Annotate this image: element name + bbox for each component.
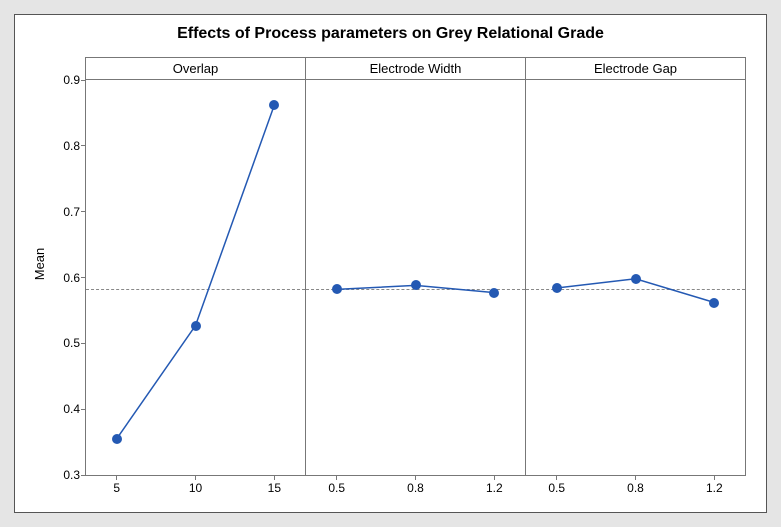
- panel-header: Overlap: [85, 57, 306, 79]
- x-tick-label: 15: [268, 481, 281, 495]
- series-svg: [86, 80, 305, 475]
- y-axis-label: Mean: [32, 247, 47, 280]
- series-line: [117, 105, 275, 439]
- x-tick-mark: [274, 475, 275, 480]
- panel: 0.30.40.50.60.70.80.951015: [86, 80, 305, 475]
- data-point-marker: [489, 288, 499, 298]
- y-tick-label: 0.5: [63, 336, 80, 350]
- x-tick-mark: [494, 475, 495, 480]
- x-tick-mark: [415, 475, 416, 480]
- data-point-marker: [112, 434, 122, 444]
- x-tick-label: 0.5: [328, 481, 345, 495]
- y-tick-label: 0.4: [63, 402, 80, 416]
- chart-outer-frame: Effects of Process parameters on Grey Re…: [0, 0, 781, 527]
- x-tick-mark: [195, 475, 196, 480]
- data-point-marker: [631, 274, 641, 284]
- panel-header: Electrode Width: [306, 57, 526, 79]
- data-point-marker: [332, 284, 342, 294]
- y-tick-label: 0.8: [63, 139, 80, 153]
- x-tick-mark: [556, 475, 557, 480]
- y-tick-label: 0.9: [63, 73, 80, 87]
- x-tick-label: 1.2: [486, 481, 503, 495]
- x-tick-label: 10: [189, 481, 202, 495]
- x-tick-label: 0.5: [548, 481, 565, 495]
- x-tick-label: 1.2: [706, 481, 723, 495]
- x-tick-mark: [116, 475, 117, 480]
- panels-container: 0.30.40.50.60.70.80.9510150.50.81.20.50.…: [85, 79, 746, 476]
- panel-header-row: OverlapElectrode WidthElectrode Gap: [85, 57, 746, 79]
- data-point-marker: [411, 280, 421, 290]
- y-tick-label: 0.3: [63, 468, 80, 482]
- panel-header: Electrode Gap: [526, 57, 746, 79]
- data-point-marker: [552, 283, 562, 293]
- y-tick-label: 0.6: [63, 271, 80, 285]
- x-tick-label: 0.8: [627, 481, 644, 495]
- panel: 0.50.81.2: [305, 80, 525, 475]
- x-tick-mark: [336, 475, 337, 480]
- y-tick-label: 0.7: [63, 205, 80, 219]
- x-tick-mark: [635, 475, 636, 480]
- x-tick-label: 0.8: [407, 481, 424, 495]
- x-tick-mark: [714, 475, 715, 480]
- plot-area: OverlapElectrode WidthElectrode Gap 0.30…: [85, 57, 746, 476]
- series-svg: [306, 80, 525, 475]
- panel: 0.50.81.2: [525, 80, 745, 475]
- chart-title: Effects of Process parameters on Grey Re…: [15, 25, 766, 43]
- data-point-marker: [191, 321, 201, 331]
- chart-inner-frame: Effects of Process parameters on Grey Re…: [14, 14, 767, 513]
- x-tick-label: 5: [113, 481, 120, 495]
- data-point-marker: [709, 298, 719, 308]
